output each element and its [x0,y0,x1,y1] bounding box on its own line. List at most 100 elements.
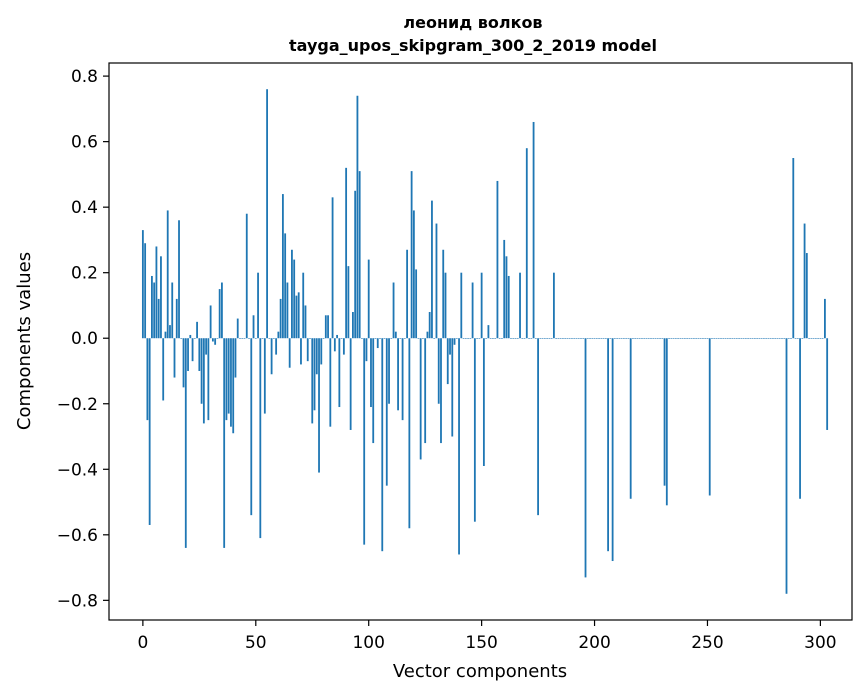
bar [699,338,702,339]
bar [584,338,587,578]
bar [476,338,479,339]
bar [169,325,171,339]
bar [322,338,325,339]
bar [726,338,729,339]
bar [352,312,354,339]
bar [765,338,768,339]
bar [286,282,289,339]
bar [401,338,404,421]
y-tick-label: 0.6 [71,133,98,153]
bar [221,282,223,339]
bar [697,338,700,339]
bar [629,338,632,499]
bar [440,338,442,444]
bar [557,338,560,339]
bar [175,298,178,339]
bar [473,338,476,522]
bar [211,338,214,342]
y-tick-label: −0.8 [57,591,98,611]
bar [783,338,786,339]
bar [523,338,526,339]
bar [245,213,248,339]
bar [455,338,458,339]
bar [507,275,510,339]
bar [568,338,571,339]
bar [209,305,212,339]
bar [652,338,655,339]
bar [645,338,648,339]
bar [729,338,731,339]
bar [679,338,682,339]
bar [252,315,255,339]
bar [713,338,716,339]
bar [442,249,445,339]
bar [489,338,492,339]
bar [625,338,628,339]
bar [638,338,641,339]
y-tick-label: −0.4 [57,460,98,480]
bar [566,338,569,339]
bar [297,292,300,339]
bar [688,338,691,339]
bar [756,338,759,339]
bar [227,338,230,414]
bar [200,338,203,404]
bar [254,338,257,339]
bar [482,338,485,466]
bar [704,338,707,339]
bar [313,338,316,411]
bar [358,171,361,339]
bar [510,338,512,339]
bar [259,338,262,539]
bar [272,338,275,339]
bar [808,338,810,339]
bar [501,338,503,339]
bar [173,338,176,378]
bar [196,321,198,339]
bar [261,338,264,339]
bar [392,282,395,339]
bar [214,338,217,345]
bar [683,338,686,339]
x-axis-label: Vector components [393,661,567,682]
bar [702,338,704,339]
bar [331,197,334,339]
chart-title: леонид волков [403,13,542,32]
bar [275,338,278,355]
bar [794,338,797,339]
bar [663,338,666,486]
bar [824,298,826,339]
bar [790,338,792,339]
bar [345,167,348,339]
bar [356,95,359,339]
bar [636,338,639,339]
bar [385,338,388,486]
x-tick-label: 300 [804,633,836,653]
bar [370,338,372,408]
bar [492,338,494,339]
bar [162,338,165,401]
bar [674,338,677,339]
bar [543,338,546,339]
bar [182,338,185,388]
bar [198,338,201,371]
bar [546,338,549,339]
bar [534,338,537,339]
bar [562,338,564,339]
bar [144,243,147,339]
y-tick-label: 0.2 [71,264,98,284]
x-tick-label: 200 [578,633,610,653]
bar [659,338,661,339]
bar [519,272,521,339]
bar [571,338,573,339]
bar [205,338,208,355]
bar [363,338,366,545]
bar [602,338,605,339]
bar [480,272,483,339]
bar [740,338,743,339]
bar [365,338,368,362]
bar [155,246,158,339]
bar [187,338,189,371]
bar [611,338,614,562]
